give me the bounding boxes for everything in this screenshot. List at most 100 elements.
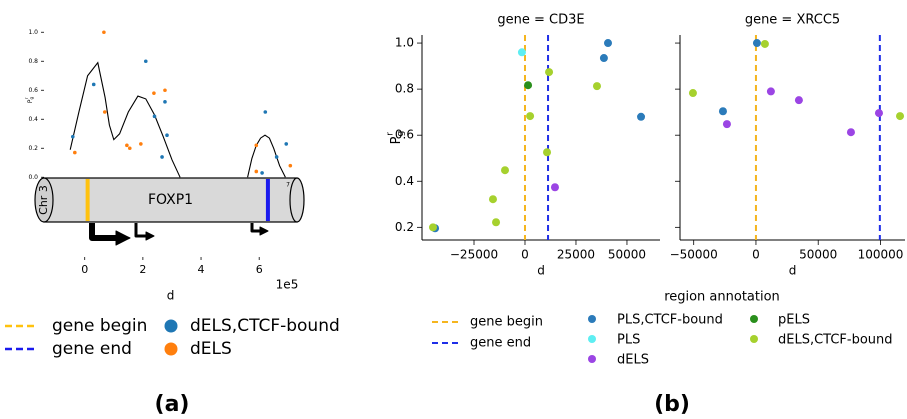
data-point — [794, 96, 803, 105]
data-point — [165, 133, 169, 137]
data-point — [125, 143, 129, 148]
gene-label: FOXP1 — [148, 192, 193, 208]
legend-label: dELS,CTCF-bound — [778, 333, 893, 348]
legend-marker — [750, 335, 758, 343]
arrow-head — [145, 231, 155, 241]
y-tick-label: 0.4 — [28, 116, 38, 123]
y-axis-label: Pgr — [24, 97, 34, 104]
data-point — [160, 155, 164, 159]
x-tick-label: 2 — [139, 263, 146, 276]
data-point — [254, 143, 259, 148]
y-label-part: g — [395, 131, 405, 137]
chromosome-cap — [289, 177, 305, 223]
y-tick-label: 0.0 — [28, 174, 38, 181]
data-point — [517, 48, 526, 57]
data-point — [274, 155, 279, 159]
data-point — [152, 91, 156, 95]
density-curve — [69, 61, 286, 178]
arrow — [250, 223, 261, 233]
data-point — [760, 39, 769, 48]
x-tick-label: 6 — [256, 263, 263, 276]
data-point — [254, 169, 259, 174]
legend-label: dELS — [617, 353, 649, 368]
panel-label: (b) — [654, 392, 690, 417]
data-point — [492, 218, 501, 227]
legend-label: gene end — [52, 339, 132, 359]
data-point — [637, 112, 646, 121]
data-point — [603, 39, 612, 48]
data-point — [545, 68, 554, 77]
legend-label: gene end — [470, 336, 531, 351]
x-tick-label: −25000 — [450, 248, 498, 262]
x-tick-label: 0 — [521, 248, 529, 262]
data-point — [152, 114, 157, 119]
legend-label: dELS — [190, 339, 232, 359]
data-point — [102, 110, 107, 114]
arrow — [134, 223, 147, 238]
data-point — [718, 107, 727, 116]
data-point — [102, 30, 106, 35]
arrow-head — [259, 226, 269, 236]
legend-label: gene begin — [52, 316, 147, 336]
x-tick-label: 50000 — [608, 248, 646, 262]
data-point — [543, 148, 552, 157]
x-tick-label: 25000 — [557, 248, 595, 262]
data-point — [163, 88, 167, 93]
data-point — [263, 110, 268, 114]
data-point — [846, 128, 855, 137]
data-point — [896, 112, 905, 121]
legend-marker — [750, 315, 758, 323]
data-point — [284, 142, 289, 146]
x-axis-label: d — [537, 264, 545, 278]
x-axis-label: d — [167, 289, 175, 303]
data-point — [722, 120, 731, 129]
x-tick-label: 0 — [752, 248, 760, 262]
data-point — [127, 146, 132, 151]
y-label-part: r — [385, 132, 395, 136]
legend-label: pELS — [778, 313, 810, 328]
chromosome-label: Chr 3 — [37, 185, 50, 215]
x-tick-label: 50000 — [799, 248, 837, 262]
x-tick-label: −50000 — [670, 248, 718, 262]
panel-label: (a) — [155, 392, 190, 417]
legend-marker — [588, 335, 596, 343]
gene-diagram: FOXP1 Chr 3 7 — [34, 177, 305, 223]
x-tick-label: 0 — [81, 263, 88, 276]
x-tick-label: 4 — [198, 263, 205, 276]
arrow — [89, 223, 118, 241]
chromosome-cap — [34, 177, 54, 223]
legend-label: PLS,CTCF-bound — [617, 313, 723, 328]
y-label-part: P — [27, 99, 34, 103]
data-point — [288, 163, 293, 168]
data-point — [163, 100, 167, 104]
legend-title: region annotation — [664, 290, 780, 305]
gene-annotation: 7 — [286, 182, 290, 189]
y-tick-label: 0.6 — [395, 128, 414, 142]
data-point — [70, 134, 75, 139]
legend-marker — [164, 342, 178, 356]
data-point — [143, 59, 148, 64]
x-tick-label: 100000 — [858, 248, 904, 262]
y-tick-label: 1.0 — [395, 36, 414, 50]
y-tick-label: 1.0 — [28, 29, 38, 36]
x-axis-label: d — [789, 264, 797, 278]
legend-label: PLS — [617, 333, 640, 348]
data-point — [752, 39, 761, 48]
y-tick-label: 0.8 — [28, 58, 38, 65]
data-point — [260, 171, 264, 175]
legend-marker — [588, 355, 596, 363]
data-point — [526, 112, 535, 121]
data-point — [592, 82, 601, 91]
y-tick-label: 0.8 — [395, 82, 414, 96]
data-point — [429, 223, 438, 232]
chart-title: gene = CD3E — [497, 13, 584, 28]
data-point — [874, 109, 883, 118]
legend-marker — [164, 319, 178, 333]
y-label-part: g — [29, 97, 34, 100]
y-label-part: P — [389, 136, 404, 144]
data-point — [524, 81, 533, 90]
y-tick-label: 0.6 — [28, 87, 38, 94]
data-point — [688, 89, 697, 98]
y-label-part: r — [24, 97, 29, 99]
